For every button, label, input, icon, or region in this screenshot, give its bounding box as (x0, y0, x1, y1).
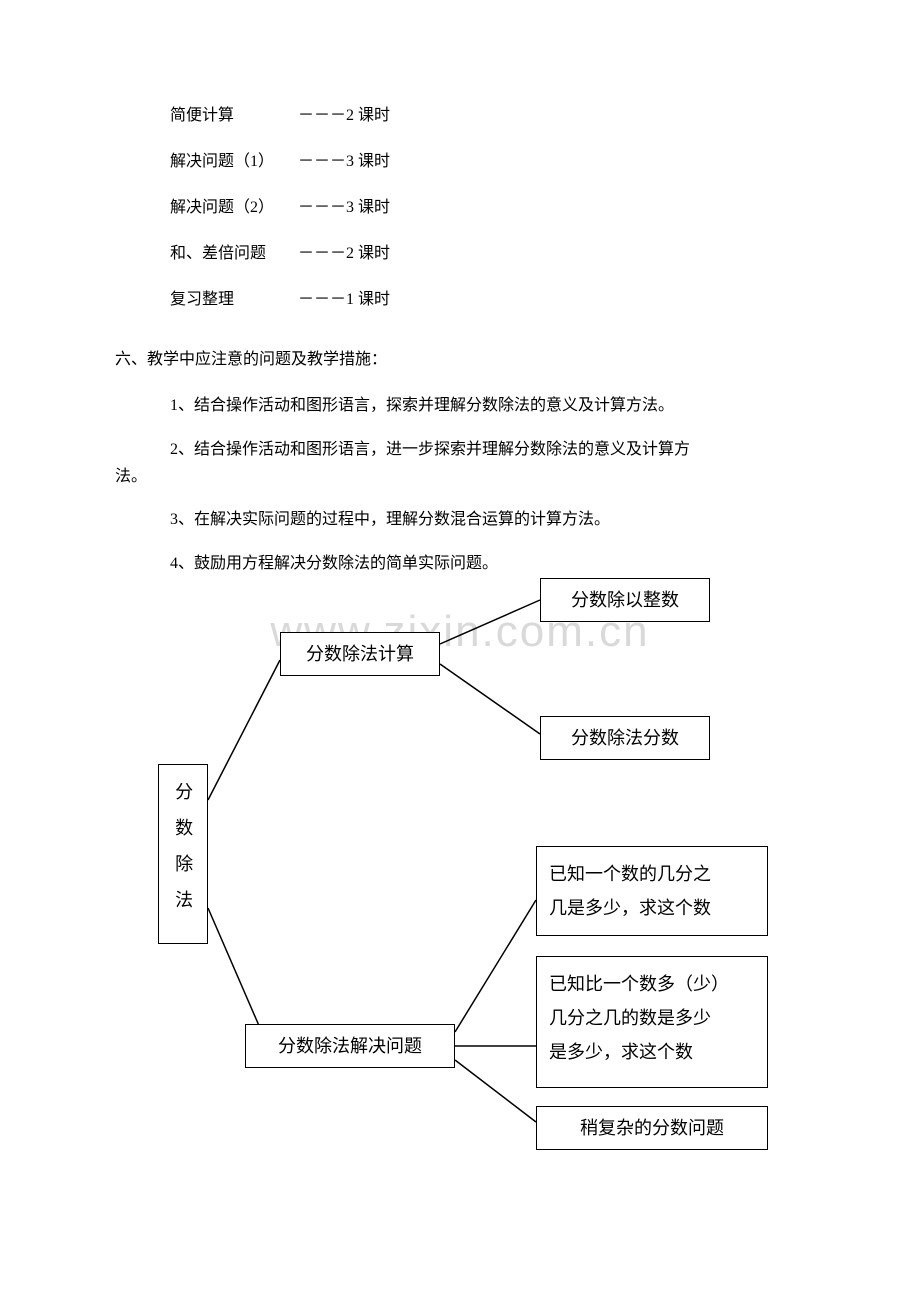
node-root: 分数除法 (158, 764, 208, 944)
node-solve: 分数除法解决问题 (245, 1024, 455, 1068)
hours-row: 复习整理 －－－1 课时 (170, 292, 390, 308)
node-solve1: 已知一个数的几分之 几是多少，求这个数 (536, 846, 768, 936)
concept-diagram: 分数除法 分数除法计算 分数除法解决问题 分数除以整数 分数除法分数 已知一个数… (0, 0, 920, 1302)
hours-label: 解决问题（1） (170, 153, 266, 170)
node-solve2-line1: 已知比一个数多（少） (549, 967, 729, 1001)
node-solve2-line2: 几分之几的数是多少 (549, 1001, 711, 1035)
node-calc-label: 分数除法计算 (306, 637, 414, 671)
node-calc1-label: 分数除以整数 (571, 583, 679, 617)
node-calc1: 分数除以整数 (540, 578, 710, 622)
hours-label: 解决问题（2） (170, 199, 266, 216)
hours-value: －－－1 课时 (298, 291, 390, 308)
hours-value: －－－3 课时 (298, 199, 390, 216)
paragraph-3: 3、在解决实际问题的过程中，理解分数混合运算的计算方法。 (170, 507, 810, 533)
section-heading: 六、教学中应注意的问题及教学措施： (115, 347, 387, 373)
node-solve1-line2: 几是多少，求这个数 (549, 891, 711, 925)
hours-value: －－－2 课时 (298, 245, 390, 262)
node-solve2-line3: 是多少，求这个数 (549, 1035, 693, 1069)
class-hours-block: 简便计算 －－－2 课时 解决问题（1） －－－3 课时 解决问题（2） －－－… (170, 108, 390, 338)
node-calc2: 分数除法分数 (540, 716, 710, 760)
hours-label: 简便计算 (170, 107, 234, 124)
hours-label: 复习整理 (170, 291, 234, 308)
node-calc: 分数除法计算 (280, 632, 440, 676)
paragraph-2b: 法。 (115, 464, 815, 490)
hours-row: 和、差倍问题 －－－2 课时 (170, 246, 390, 262)
hours-row: 解决问题（1） －－－3 课时 (170, 154, 390, 170)
hours-label: 和、差倍问题 (170, 245, 266, 262)
page: www.zixin.com.cn 简便计算 －－－2 课时 解决问题（1） －－… (0, 0, 920, 1302)
node-root-label: 分数除法 (166, 782, 200, 926)
node-calc2-label: 分数除法分数 (571, 721, 679, 755)
hours-value: －－－3 课时 (298, 153, 390, 170)
node-solve1-line1: 已知一个数的几分之 (549, 857, 711, 891)
node-solve3-label: 稍复杂的分数问题 (580, 1111, 724, 1145)
hours-row: 简便计算 －－－2 课时 (170, 108, 390, 124)
node-solve3: 稍复杂的分数问题 (536, 1106, 768, 1150)
hours-value: －－－2 课时 (298, 107, 390, 124)
node-solve2: 已知比一个数多（少） 几分之几的数是多少 是多少，求这个数 (536, 956, 768, 1088)
paragraph-4: 4、鼓励用方程解决分数除法的简单实际问题。 (170, 551, 810, 577)
paragraph-1: 1、结合操作活动和图形语言，探索并理解分数除法的意义及计算方法。 (170, 393, 810, 419)
diagram-lines (0, 0, 920, 1302)
node-solve-label: 分数除法解决问题 (278, 1029, 422, 1063)
hours-row: 解决问题（2） －－－3 课时 (170, 200, 390, 216)
paragraph-2a: 2、结合操作活动和图形语言，进一步探索并理解分数除法的意义及计算方 (170, 437, 810, 463)
